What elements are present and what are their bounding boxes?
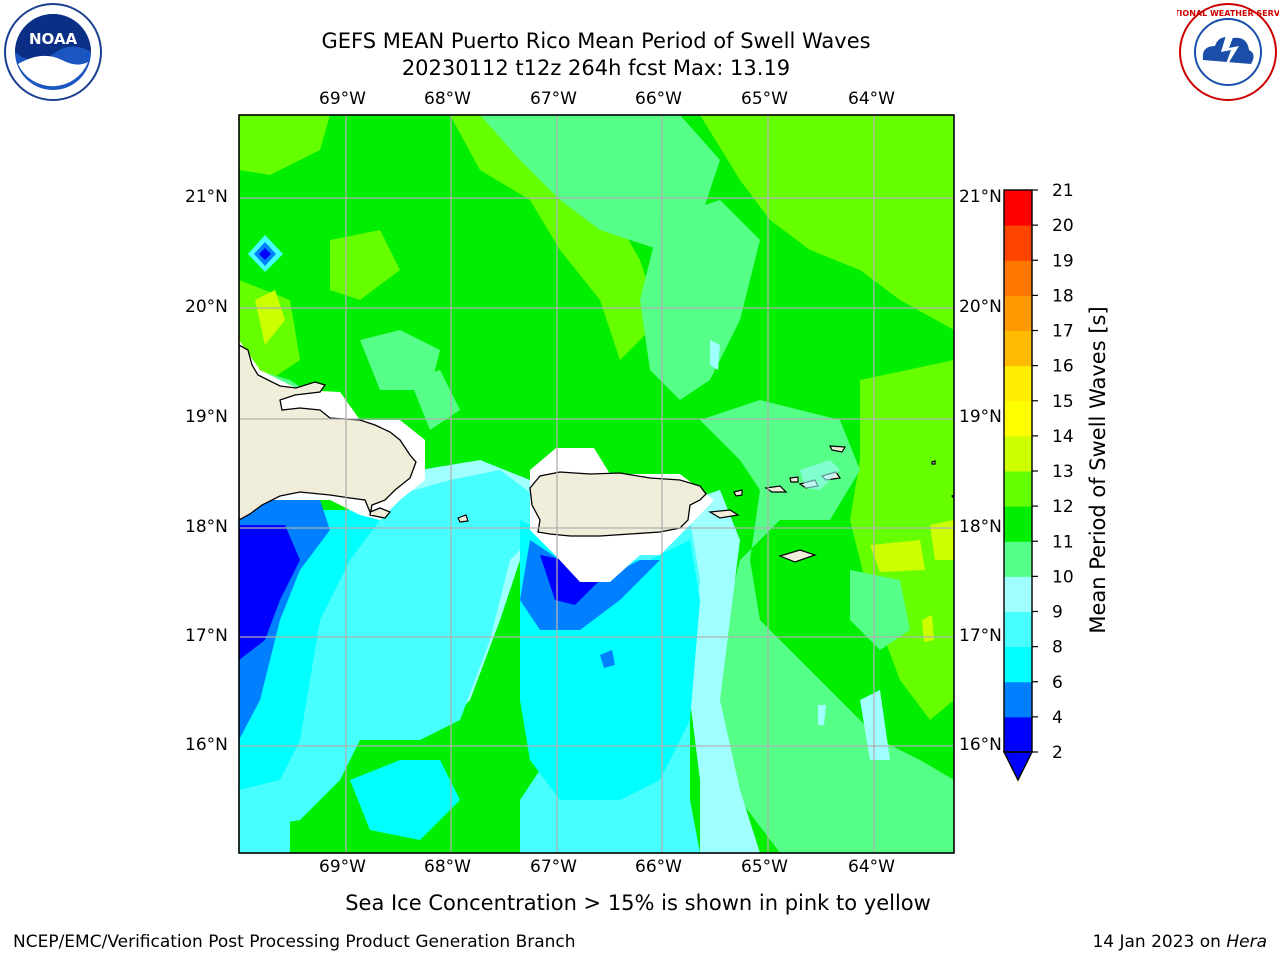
svg-text:NOAA: NOAA [29, 30, 78, 48]
lon-label-bottom: 68°W [424, 857, 471, 877]
lat-label-left: 16°N [185, 735, 228, 755]
nws-logo-icon: NATIONAL WEATHER SERVICE [1177, 3, 1279, 101]
lat-label-right: 18°N [959, 517, 1002, 537]
map-frame [238, 114, 955, 854]
colorbar-tick-label: 21 [1052, 181, 1074, 201]
colorbar-bin [1004, 681, 1032, 718]
footer-branch: NCEP/EMC/Verification Post Processing Pr… [13, 932, 576, 952]
lon-label-bottom: 69°W [319, 857, 366, 877]
colorbar-bin [1004, 190, 1032, 226]
colorbar-tick-label: 11 [1052, 532, 1074, 552]
colorbar-bin [1004, 611, 1032, 648]
land-hispaniola [239, 344, 417, 521]
lat-label-right: 17°N [959, 626, 1002, 646]
lat-label-right: 20°N [959, 297, 1002, 317]
chart-subtitle: 20230112 t12z 264h fcst Max: 13.19 [401, 56, 791, 80]
lat-label-left: 18°N [185, 517, 228, 537]
colorbar-tick-label: 17 [1052, 322, 1074, 342]
colorbar-bin [1004, 365, 1032, 402]
colorbar-tick-label: 19 [1052, 251, 1074, 271]
colorbar-bin [1004, 471, 1032, 507]
lon-label-bottom: 64°W [848, 857, 895, 877]
noaa-logo-icon: NOAA [4, 3, 102, 101]
colorbar-bin [1004, 506, 1032, 542]
footer-date: 14 Jan 2023 on Hera [1092, 932, 1267, 952]
lat-label-left: 19°N [185, 407, 228, 427]
lat-label-left: 20°N [185, 297, 228, 317]
colorbar-bin [1004, 435, 1032, 472]
lat-label-left: 17°N [185, 626, 228, 646]
colorbar-tick-label: 20 [1052, 216, 1074, 236]
lat-label-right: 21°N [959, 187, 1002, 207]
lon-label-top: 67°W [530, 89, 577, 109]
colorbar-tick-label: 4 [1052, 708, 1063, 728]
colorbar-tick-label: 10 [1052, 567, 1074, 587]
sea-ice-caption: Sea Ice Concentration > 15% is shown in … [345, 891, 931, 915]
colorbar-bin [1004, 260, 1032, 296]
colorbar-label: Mean Period of Swell Waves [s] [1086, 306, 1110, 634]
lon-label-top: 69°W [319, 89, 366, 109]
colorbar-bin [1004, 646, 1032, 683]
colorbar-tick-label: 12 [1052, 497, 1074, 517]
footer-date-text: 14 Jan 2023 on [1092, 932, 1227, 952]
colorbar-extend-triangle [1002, 751, 1034, 782]
colorbar-tick-label: 16 [1052, 357, 1074, 377]
colorbar-bin [1004, 330, 1032, 367]
lon-label-top: 66°W [635, 89, 682, 109]
lon-label-top: 65°W [741, 89, 788, 109]
map-gridlines [239, 115, 954, 853]
colorbar-bin [1004, 716, 1032, 753]
colorbar-tick-label: 6 [1052, 673, 1063, 693]
svg-text:NATIONAL WEATHER SERVICE: NATIONAL WEATHER SERVICE [1177, 9, 1279, 18]
colorbar-bin [1004, 225, 1032, 261]
lon-label-top: 68°W [424, 89, 471, 109]
chart-title: GEFS MEAN Puerto Rico Mean Period of Swe… [321, 29, 871, 53]
lon-label-bottom: 65°W [741, 857, 788, 877]
lon-label-bottom: 66°W [635, 857, 682, 877]
colorbar-bin [1004, 541, 1032, 577]
colorbar-tick-label: 2 [1052, 743, 1063, 763]
colorbar-tick-label: 8 [1052, 638, 1063, 658]
lon-label-top: 64°W [848, 89, 895, 109]
lon-label-bottom: 67°W [530, 857, 577, 877]
lat-label-right: 19°N [959, 407, 1002, 427]
colorbar-bin [1004, 576, 1032, 612]
colorbar-bin [1004, 400, 1032, 437]
colorbar-tick-label: 13 [1052, 462, 1074, 482]
colorbar-tick-label: 15 [1052, 392, 1074, 412]
colorbar-bin [1004, 295, 1032, 331]
lat-label-left: 21°N [185, 187, 228, 207]
colorbar-tick-label: 18 [1052, 286, 1074, 306]
colorbar-tick-label: 9 [1052, 603, 1063, 623]
lat-label-right: 16°N [959, 735, 1002, 755]
footer-machine: Hera [1226, 932, 1267, 952]
colorbar-tick-label: 14 [1052, 427, 1074, 447]
